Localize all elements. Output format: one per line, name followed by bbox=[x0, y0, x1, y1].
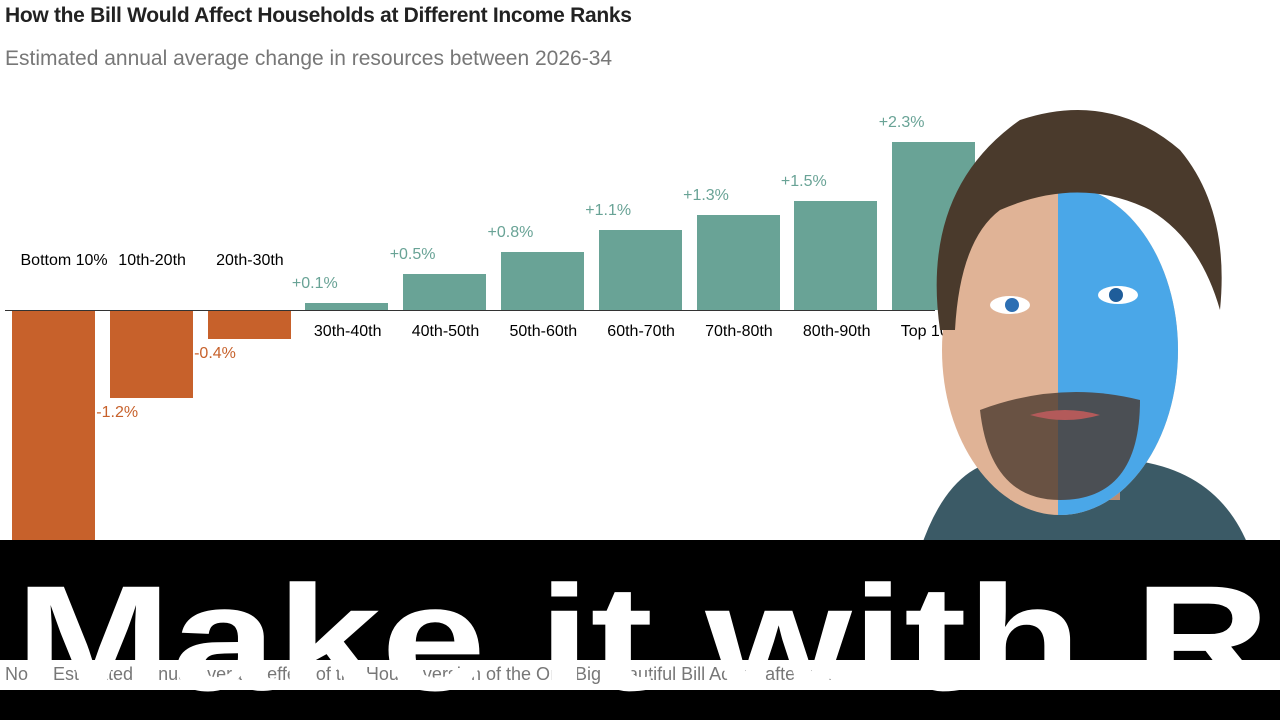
bar bbox=[207, 310, 291, 340]
value-label: +1.3% bbox=[683, 187, 729, 205]
chart-title: How the Bill Would Affect Households at … bbox=[5, 4, 632, 27]
value-label: -1.2% bbox=[96, 403, 139, 421]
pupil bbox=[1005, 298, 1019, 312]
bar bbox=[403, 273, 487, 310]
hair bbox=[936, 110, 1222, 330]
bar bbox=[696, 215, 780, 310]
chart-subtitle: Estimated annual average change in resou… bbox=[5, 47, 613, 70]
category-label: 30th-40th bbox=[313, 323, 382, 340]
bar bbox=[794, 200, 878, 310]
pupil bbox=[1109, 288, 1123, 302]
zero-line bbox=[5, 310, 935, 311]
note-strip bbox=[0, 660, 1280, 690]
category-label: 80th-90th bbox=[802, 323, 871, 340]
note: Note: Estimated annual average effect of… bbox=[5, 664, 832, 684]
mouth bbox=[1030, 410, 1100, 420]
presenter-illustration bbox=[920, 110, 1250, 550]
category-label: 20th-30th bbox=[216, 252, 284, 269]
banner-text-layer: Make it with R bbox=[15, 554, 1270, 720]
value-label: +1.1% bbox=[585, 201, 632, 219]
value-label: +2.3% bbox=[878, 114, 925, 132]
category-label: 70th-80th bbox=[705, 323, 773, 340]
value-label: +1.5% bbox=[780, 172, 827, 190]
bar bbox=[598, 229, 682, 310]
value-label: -0.4% bbox=[194, 345, 236, 363]
banner bbox=[0, 540, 1280, 720]
beard bbox=[980, 392, 1140, 500]
category-label: 40th-50th bbox=[411, 323, 480, 340]
value-label: +0.1% bbox=[291, 274, 338, 292]
bar bbox=[109, 310, 193, 398]
bar bbox=[305, 302, 389, 310]
category-label: 10th-20th bbox=[118, 252, 186, 269]
category-label: 50th-60th bbox=[509, 323, 578, 340]
value-label: +0.5% bbox=[389, 245, 436, 263]
category-label: 60th-70th bbox=[607, 323, 675, 340]
bar bbox=[501, 251, 584, 310]
value-label: +0.8% bbox=[487, 223, 534, 241]
banner-text: Make it with R bbox=[15, 554, 1270, 720]
category-label: Bottom 10% bbox=[20, 252, 108, 269]
